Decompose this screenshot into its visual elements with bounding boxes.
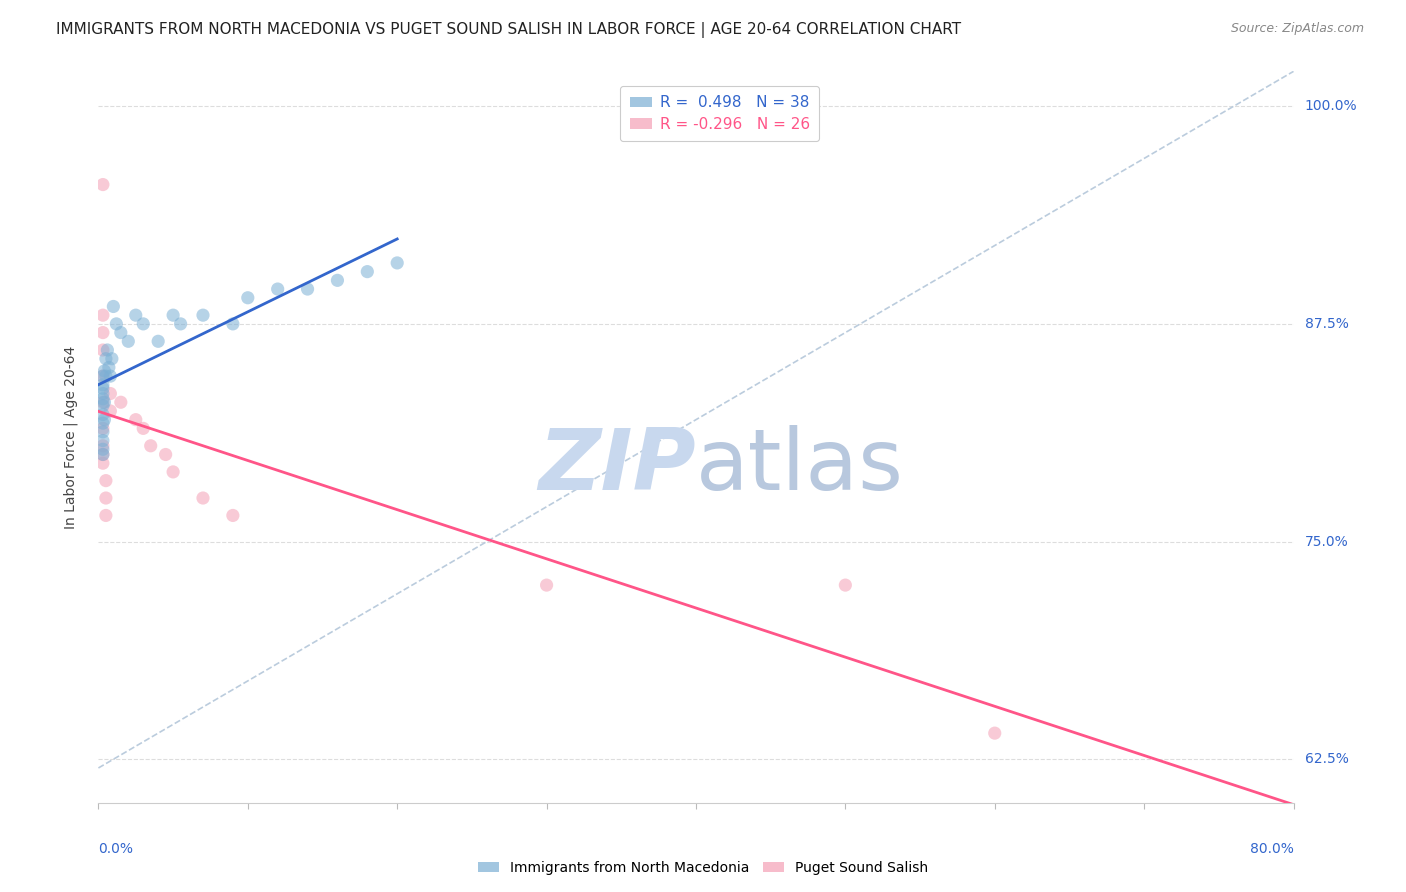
Point <box>385 256 409 270</box>
Point <box>125 412 148 426</box>
Point <box>222 508 245 523</box>
Point <box>356 265 378 279</box>
Point <box>91 448 114 462</box>
Point <box>139 439 162 453</box>
Point <box>91 343 114 357</box>
Point <box>94 474 117 488</box>
Point <box>91 386 114 401</box>
Point <box>117 334 139 349</box>
Point <box>132 421 155 435</box>
Point <box>267 282 290 296</box>
Text: 62.5%: 62.5% <box>1305 752 1348 766</box>
Point <box>191 308 214 322</box>
Legend: Immigrants from North Macedonia, Puget Sound Salish: Immigrants from North Macedonia, Puget S… <box>472 855 934 880</box>
Point <box>105 317 128 331</box>
Point <box>132 317 155 331</box>
Point <box>94 491 117 505</box>
Point <box>110 326 132 340</box>
Point <box>97 360 120 375</box>
Point <box>91 369 114 384</box>
Text: 80.0%: 80.0% <box>1250 842 1294 855</box>
Point <box>91 421 114 435</box>
Point <box>93 395 115 409</box>
Point <box>236 291 259 305</box>
Point <box>91 326 114 340</box>
Text: atlas: atlas <box>696 425 904 508</box>
Point <box>162 465 184 479</box>
Point <box>536 578 558 592</box>
Point <box>91 408 114 422</box>
Point <box>98 369 122 384</box>
Point <box>91 439 114 453</box>
Text: IMMIGRANTS FROM NORTH MACEDONIA VS PUGET SOUND SALISH IN LABOR FORCE | AGE 20-64: IMMIGRANTS FROM NORTH MACEDONIA VS PUGET… <box>56 22 962 38</box>
Point <box>110 395 132 409</box>
Point <box>94 369 117 384</box>
Point <box>91 425 114 439</box>
Y-axis label: In Labor Force | Age 20-64: In Labor Force | Age 20-64 <box>63 345 77 529</box>
Point <box>91 381 114 395</box>
Point <box>91 456 114 470</box>
Point <box>98 404 122 418</box>
Point <box>162 308 184 322</box>
Point <box>91 369 114 384</box>
Point <box>91 442 114 457</box>
Point <box>93 412 115 426</box>
Point <box>169 317 191 331</box>
Text: 75.0%: 75.0% <box>1305 534 1348 549</box>
Text: Source: ZipAtlas.com: Source: ZipAtlas.com <box>1230 22 1364 36</box>
Point <box>91 434 114 448</box>
Point <box>93 364 115 378</box>
Point <box>91 308 114 322</box>
Point <box>326 273 349 287</box>
Point <box>91 448 114 462</box>
Point <box>91 395 114 409</box>
Point <box>148 334 170 349</box>
Point <box>91 178 114 192</box>
Point <box>91 392 114 406</box>
Point <box>91 377 114 392</box>
Legend: R =  0.498   N = 38, R = -0.296   N = 26: R = 0.498 N = 38, R = -0.296 N = 26 <box>620 87 820 141</box>
Point <box>155 448 177 462</box>
Point <box>984 726 1007 740</box>
Text: 87.5%: 87.5% <box>1305 317 1348 331</box>
Point <box>91 416 114 430</box>
Point <box>101 351 124 366</box>
Text: 100.0%: 100.0% <box>1305 99 1357 113</box>
Point <box>125 308 148 322</box>
Point <box>94 508 117 523</box>
Point <box>297 282 319 296</box>
Point <box>103 300 125 314</box>
Text: 0.0%: 0.0% <box>98 842 134 855</box>
Point <box>191 491 214 505</box>
Text: ZIP: ZIP <box>538 425 696 508</box>
Point <box>96 343 118 357</box>
Point <box>91 399 114 413</box>
Point <box>98 386 122 401</box>
Point <box>94 351 117 366</box>
Point <box>222 317 245 331</box>
Point <box>834 578 856 592</box>
